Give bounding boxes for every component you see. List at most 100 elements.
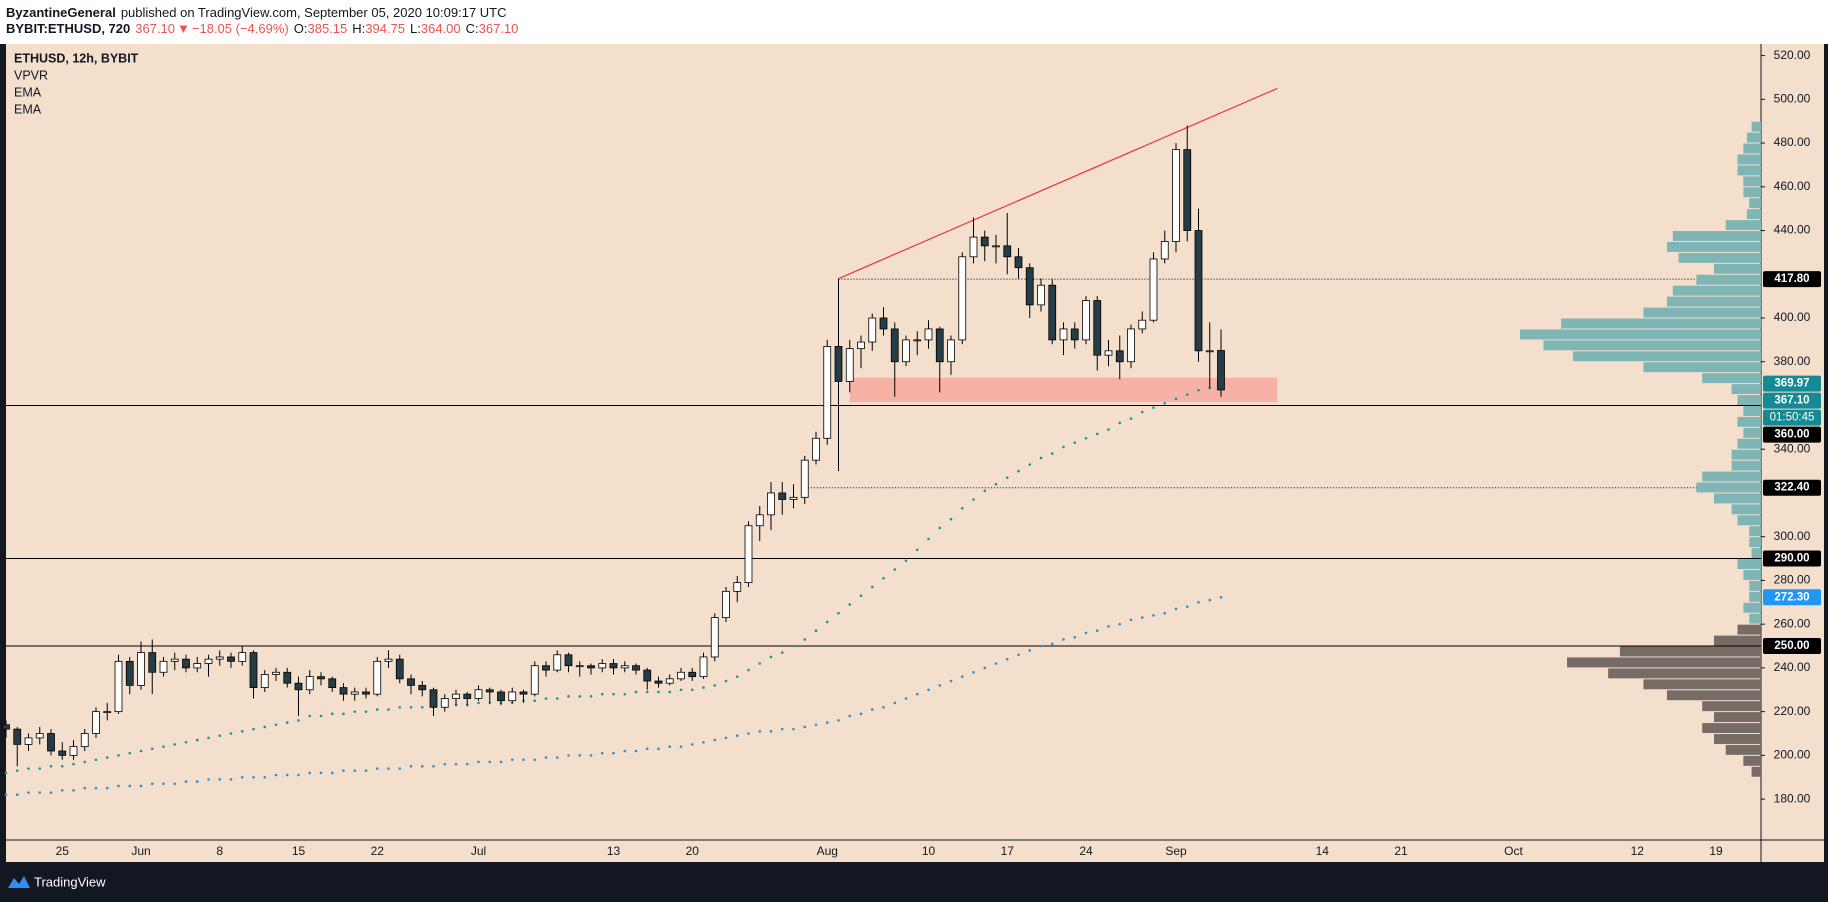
ema-dot <box>15 793 19 797</box>
ema-dot <box>702 686 705 689</box>
change-arrow: ▼ <box>177 21 190 36</box>
y-tick-label: 520.00 <box>1774 48 1811 62</box>
candle-body <box>1194 230 1203 352</box>
candle-body <box>407 678 415 686</box>
ema-dot <box>567 695 570 698</box>
candle-body <box>643 669 652 682</box>
ema-dot <box>893 701 897 705</box>
ema-dot <box>645 747 649 751</box>
candle-body <box>1183 149 1192 231</box>
candle-body <box>1037 284 1045 306</box>
ema-dot <box>690 743 694 746</box>
candle-body <box>542 665 550 671</box>
legend-vpvr: VPVR <box>14 68 48 82</box>
x-tick-label: 12 <box>1631 844 1645 858</box>
ema-dot <box>1129 618 1133 622</box>
x-tick-label: 13 <box>607 844 621 858</box>
volume-profile-bar <box>1543 340 1761 351</box>
price-badge <box>1763 271 1821 288</box>
y-tick-label: 240.00 <box>1774 660 1811 674</box>
candle-body <box>260 674 269 688</box>
candle-body <box>1138 319 1147 330</box>
ema-dot <box>915 692 919 696</box>
ema-dot <box>578 754 582 757</box>
volume-profile-bar <box>1567 657 1761 668</box>
volume-profile-bar <box>1643 679 1761 690</box>
countdown-label: 01:50:45 <box>1770 412 1815 424</box>
candle-body <box>272 671 280 675</box>
candle-body <box>69 746 78 756</box>
price-badge <box>1763 638 1821 655</box>
price-badge-label: 322.40 <box>1774 482 1809 494</box>
candle-body <box>35 733 44 739</box>
published: published on TradingView.com, September … <box>121 5 507 20</box>
ema-dot <box>443 762 447 766</box>
candle-body <box>1104 350 1113 356</box>
candle-body <box>1149 258 1158 321</box>
candle-body <box>868 317 877 343</box>
candle-body <box>485 689 494 693</box>
ema-dot <box>1129 417 1133 420</box>
volume-profile-bar <box>1749 198 1761 209</box>
ema-dot <box>1095 629 1099 633</box>
price-badge <box>1763 550 1821 567</box>
ema-dot <box>454 762 458 766</box>
ema-dot <box>488 760 492 764</box>
candle-body <box>463 693 472 699</box>
y-tick-label: 480.00 <box>1774 135 1811 149</box>
candle-body <box>857 341 865 350</box>
volume-profile-bar <box>1696 274 1761 285</box>
x-tick-label: 14 <box>1316 844 1330 858</box>
ohlc-value: 367.10 <box>479 21 519 36</box>
y-tick-label: 180.00 <box>1774 791 1811 805</box>
ema-dot <box>240 775 244 779</box>
ema-dot <box>1062 445 1065 449</box>
candle-body <box>733 582 742 592</box>
volume-profile-bar <box>1696 482 1761 493</box>
ema-dot <box>994 662 998 665</box>
ema-dot <box>49 791 53 794</box>
ema-dot <box>1005 476 1009 479</box>
volume-profile-bar <box>1672 231 1761 241</box>
ema-dot <box>859 594 863 598</box>
ema-dot <box>319 771 323 775</box>
ema-dot <box>1039 644 1043 648</box>
candle-body <box>598 663 607 669</box>
ema-dot <box>398 705 402 709</box>
ema-dot <box>27 767 30 770</box>
ema-dot <box>983 489 987 493</box>
logo <box>8 876 30 888</box>
candle-body <box>47 733 55 752</box>
x-tick-label: 19 <box>1709 844 1723 858</box>
ema-dot <box>960 675 964 678</box>
candle-body <box>1048 284 1057 341</box>
candle-body <box>80 733 89 748</box>
candle-body <box>665 678 674 684</box>
ema-dot <box>758 662 762 665</box>
volume-profile-bar <box>1743 176 1761 187</box>
ema-dot <box>634 690 638 694</box>
ema-dot <box>859 712 863 716</box>
x-tick-label: 10 <box>922 844 936 858</box>
candle-body <box>519 691 528 695</box>
x-tick-label: 24 <box>1079 844 1093 858</box>
ema-dot <box>139 784 143 788</box>
ema-dot <box>342 769 345 772</box>
ema-dot <box>308 771 312 775</box>
candle-body <box>1160 241 1169 260</box>
ema-dot <box>240 730 244 733</box>
ema-dot <box>780 727 784 731</box>
candle-body <box>418 684 427 691</box>
ema-dot <box>758 730 762 733</box>
candle-body <box>778 492 787 500</box>
ema-dot <box>679 688 683 692</box>
volume-profile-bar <box>1749 526 1761 537</box>
ema-dot <box>1028 649 1032 652</box>
candle-body <box>204 658 213 664</box>
ema-dot <box>387 708 390 711</box>
ema-dot <box>747 668 750 672</box>
candle-body <box>620 665 629 669</box>
ema-dot <box>162 782 165 786</box>
volume-profile-bar <box>1731 384 1761 395</box>
price-badge-label: 360.00 <box>1774 429 1809 441</box>
